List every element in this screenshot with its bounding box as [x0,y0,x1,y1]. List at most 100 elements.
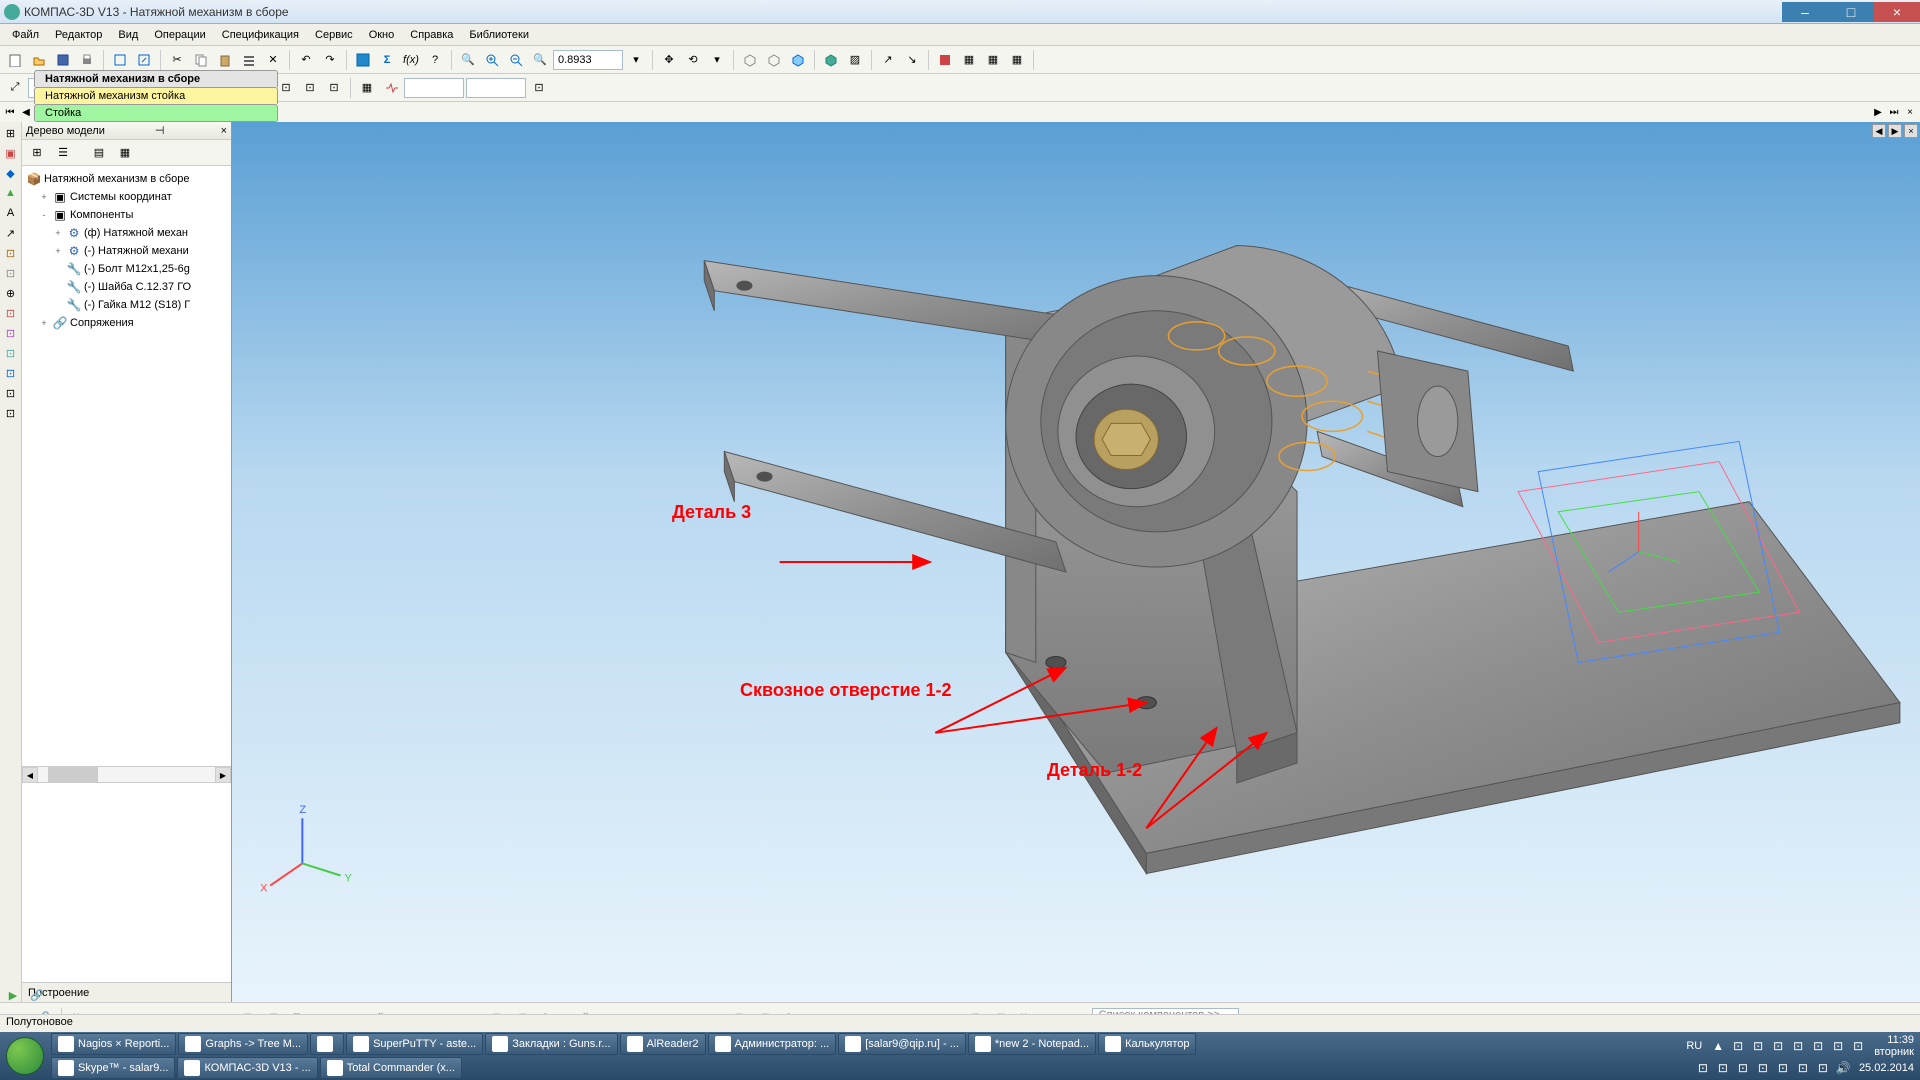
vtool-7[interactable]: ⊡ [2,244,20,262]
tray-icon-2[interactable]: ⊡ [1730,1038,1746,1054]
start-button[interactable] [0,1032,50,1080]
vtool-1[interactable]: ⊞ [2,124,20,142]
tree-expand-icon[interactable]: + [52,228,64,238]
vtool-8[interactable]: ⊡ [2,264,20,282]
tray-icon-b1[interactable]: ⊡ [1695,1060,1711,1076]
taskbar-item[interactable]: Graphs -> Tree M... [178,1033,308,1055]
scroll-right[interactable]: ▶ [215,767,231,783]
3d-viewport[interactable]: ◀ ▶ × [232,122,1920,1002]
tree-tb1[interactable]: ⊞ [26,142,48,164]
paste-button[interactable] [214,49,236,71]
tray-icon-b7[interactable]: ⊡ [1815,1060,1831,1076]
taskbar-item[interactable]: SuperPuTTY - aste... [346,1033,483,1055]
orient-button[interactable]: ▾ [706,49,728,71]
vtool-15[interactable]: ⊡ [2,404,20,422]
tray-icon-b5[interactable]: ⊡ [1775,1060,1791,1076]
zoom-input[interactable] [553,50,623,70]
tray-icon-b3[interactable]: ⊡ [1735,1060,1751,1076]
tray-icon-3[interactable]: ⊡ [1750,1038,1766,1054]
language-indicator[interactable]: RU [1686,1040,1702,1052]
tool-x1[interactable]: ↗ [877,49,899,71]
menu-file[interactable]: Файл [4,27,47,43]
tool-y1[interactable]: ▦ [958,49,980,71]
tree-expand-icon[interactable]: + [38,192,50,202]
tree-item-1[interactable]: -▣Компоненты [24,206,229,224]
tray-icon-6[interactable]: ⊡ [1810,1038,1826,1054]
menu-specification[interactable]: Спецификация [214,27,307,43]
taskbar-item[interactable]: Администратор: ... [708,1033,837,1055]
tool-b[interactable] [133,49,155,71]
iso1-button[interactable] [739,49,761,71]
tree-item-7[interactable]: +🔗Сопряжения [24,314,229,332]
tool-y2[interactable]: ▦ [982,49,1004,71]
maximize-button[interactable]: □ [1828,2,1874,22]
tray-icon-b6[interactable]: ⊡ [1795,1060,1811,1076]
menu-window[interactable]: Окно [361,27,403,43]
menu-editor[interactable]: Редактор [47,27,110,43]
doc-tab-1[interactable]: Натяжной механизм стойка [34,87,278,104]
perspective-button[interactable]: ▨ [844,49,866,71]
tab-nav-next[interactable]: ▶ [1870,105,1886,121]
zoom-fit-button[interactable]: 🔍 [457,49,479,71]
taskbar-item[interactable]: Закладки : Guns.r... [485,1033,617,1055]
tree-root[interactable]: 📦 Натяжной механизм в сборе [24,170,229,188]
zoom-dropdown[interactable]: ▾ [625,49,647,71]
taskbar-item[interactable]: Total Commander (x... [320,1057,462,1079]
param-input-2[interactable] [466,78,526,98]
tool-s9[interactable] [380,77,402,99]
zoom-out-button[interactable] [505,49,527,71]
tree-expand-icon[interactable]: + [52,246,64,256]
menu-operations[interactable]: Операции [146,27,213,43]
tray-icon-4[interactable]: ⊡ [1770,1038,1786,1054]
menu-view[interactable]: Вид [110,27,146,43]
vtool-13[interactable]: ⊡ [2,364,20,382]
tree-pin[interactable]: ⊣ [155,124,165,137]
vtool-9[interactable]: ⊕ [2,284,20,302]
menu-libraries[interactable]: Библиотеки [461,27,537,43]
save-button[interactable] [52,49,74,71]
delete-button[interactable]: ✕ [262,49,284,71]
tab-nav-last[interactable]: ⏭ [1886,105,1902,121]
minimize-button[interactable]: – [1782,2,1828,22]
tool-s6[interactable]: ⊡ [299,77,321,99]
fx-button[interactable]: f(x) [400,49,422,71]
clock-time[interactable]: 11:39 [1874,1034,1914,1046]
tray-icon-7[interactable]: ⊡ [1830,1038,1846,1054]
bl-i2[interactable]: 🔗 [26,984,48,1006]
vtool-5[interactable]: A [2,204,20,222]
tool-x2[interactable]: ↘ [901,49,923,71]
tree-tb3[interactable]: ▤ [88,142,110,164]
taskbar-item[interactable] [310,1033,344,1055]
cut-button[interactable]: ✂ [166,49,188,71]
vtool-14[interactable]: ⊡ [2,384,20,402]
taskbar-item[interactable]: [salar9@qip.ru] - ... [838,1033,966,1055]
vtool-10[interactable]: ⊡ [2,304,20,322]
tree-item-3[interactable]: +⚙(-) Натяжной механи [24,242,229,260]
taskbar-item[interactable]: Skype™ - salar9... [51,1057,175,1079]
bl-i1[interactable]: ▶ [2,984,24,1006]
close-button[interactable]: × [1874,2,1920,22]
taskbar-item[interactable]: Nagios × Reporti... [51,1033,176,1055]
tree-item-6[interactable]: 🔧(-) Гайка М12 (S18) Г [24,296,229,314]
new-button[interactable] [4,49,26,71]
tree-item-5[interactable]: 🔧(-) Шайба C.12.37 ГО [24,278,229,296]
tree-item-4[interactable]: 🔧(-) Болт М12х1,25-6g [24,260,229,278]
vtool-4[interactable]: ▲ [2,184,20,202]
taskbar-item[interactable]: Калькулятор [1098,1033,1196,1055]
shade-button[interactable] [820,49,842,71]
iso3-button[interactable] [787,49,809,71]
tool-a[interactable] [109,49,131,71]
tool-s8[interactable]: ▦ [356,77,378,99]
menu-help[interactable]: Справка [402,27,461,43]
tab-nav-first[interactable]: ⏮ [2,105,18,121]
open-button[interactable] [28,49,50,71]
tree-expand-icon[interactable]: - [38,210,50,220]
print-button[interactable] [76,49,98,71]
vtool-3[interactable]: ◆ [2,164,20,182]
tree-expand-icon[interactable]: + [38,318,50,328]
tray-icon-5[interactable]: ⊡ [1790,1038,1806,1054]
section-button[interactable] [934,49,956,71]
vtool-11[interactable]: ⊡ [2,324,20,342]
tray-icon-b4[interactable]: ⊡ [1755,1060,1771,1076]
vtool-6[interactable]: ↗ [2,224,20,242]
